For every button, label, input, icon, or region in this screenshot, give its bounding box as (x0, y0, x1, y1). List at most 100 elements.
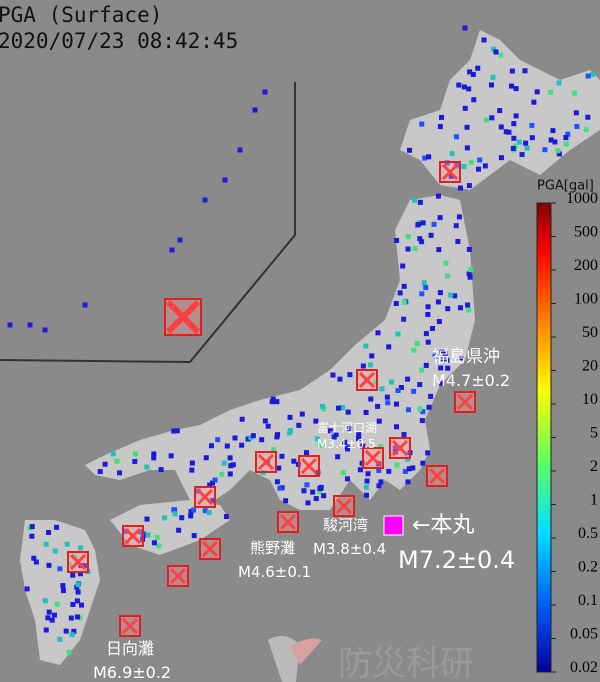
station (511, 121, 517, 127)
station (188, 513, 194, 519)
station (406, 466, 412, 472)
epicenter-cross (69, 553, 87, 571)
station (376, 483, 382, 489)
station (274, 399, 280, 405)
station (497, 108, 503, 114)
magnitude: M3.4±0.5 (317, 437, 376, 451)
station (314, 436, 320, 442)
station (57, 566, 63, 572)
station (426, 404, 432, 410)
station (513, 86, 519, 92)
station (232, 435, 238, 441)
station (52, 548, 58, 554)
epicenter-cross (124, 527, 142, 545)
station (342, 439, 348, 445)
station (357, 467, 363, 473)
station (412, 246, 418, 252)
magnitude: M6.9±0.2 (93, 663, 171, 682)
station (75, 589, 81, 595)
station (428, 393, 434, 399)
station (179, 515, 185, 521)
station (405, 376, 411, 382)
station (573, 110, 579, 116)
station (154, 534, 160, 540)
station (590, 71, 596, 77)
station (151, 540, 157, 546)
station (379, 386, 385, 392)
colorbar-tick-label: 10 (582, 391, 598, 408)
station (482, 163, 488, 169)
station (191, 507, 197, 513)
station (459, 355, 465, 361)
station (345, 446, 351, 452)
station (331, 434, 337, 440)
station (279, 453, 285, 459)
station (431, 221, 437, 227)
station (445, 273, 451, 279)
station (426, 154, 432, 160)
station (375, 403, 381, 409)
station (442, 350, 448, 356)
station (420, 409, 426, 415)
colorbar-tick-label: 20 (582, 358, 598, 375)
station (203, 455, 209, 461)
station (465, 302, 471, 308)
station (207, 482, 213, 488)
station (172, 511, 178, 517)
station (476, 166, 482, 172)
station (378, 479, 384, 485)
station (423, 285, 429, 291)
title: PGA (Surface) (0, 3, 162, 27)
station (344, 476, 350, 482)
station (321, 493, 327, 499)
station (420, 460, 426, 466)
station (228, 463, 234, 469)
epicenter-cross (441, 163, 459, 181)
station (31, 555, 37, 561)
station (466, 183, 472, 189)
station (425, 311, 431, 317)
station (397, 290, 403, 296)
station (556, 80, 562, 86)
station (453, 223, 459, 229)
station (364, 478, 370, 484)
colorbar-tick-label: 50 (582, 324, 598, 341)
station (43, 541, 49, 547)
station (43, 627, 49, 633)
magnitude: M4.7±0.2 (432, 371, 510, 390)
logo: 防災科研 (268, 636, 474, 682)
station (423, 362, 429, 368)
station (443, 260, 449, 266)
station (270, 396, 276, 402)
station (437, 290, 443, 296)
station (428, 232, 434, 238)
station (457, 305, 463, 311)
station (245, 436, 251, 442)
station (513, 113, 519, 119)
station (415, 221, 421, 227)
station (394, 424, 400, 430)
colorbar-tick-label: 100 (574, 291, 598, 308)
station (402, 468, 408, 474)
station (421, 280, 427, 286)
station (425, 339, 431, 345)
station (555, 148, 561, 154)
station (319, 403, 325, 409)
station (169, 247, 175, 253)
station (471, 97, 477, 103)
station (444, 357, 450, 363)
station (71, 628, 77, 634)
station (347, 425, 353, 431)
epicenter-cross (391, 439, 409, 457)
station (70, 572, 76, 578)
station (375, 330, 381, 336)
station (317, 485, 323, 491)
main-epicenter (383, 515, 404, 536)
station (419, 239, 425, 245)
station (363, 343, 369, 349)
station (224, 443, 230, 449)
station (376, 418, 382, 424)
station (83, 563, 89, 569)
station (394, 237, 400, 243)
station (524, 145, 530, 151)
